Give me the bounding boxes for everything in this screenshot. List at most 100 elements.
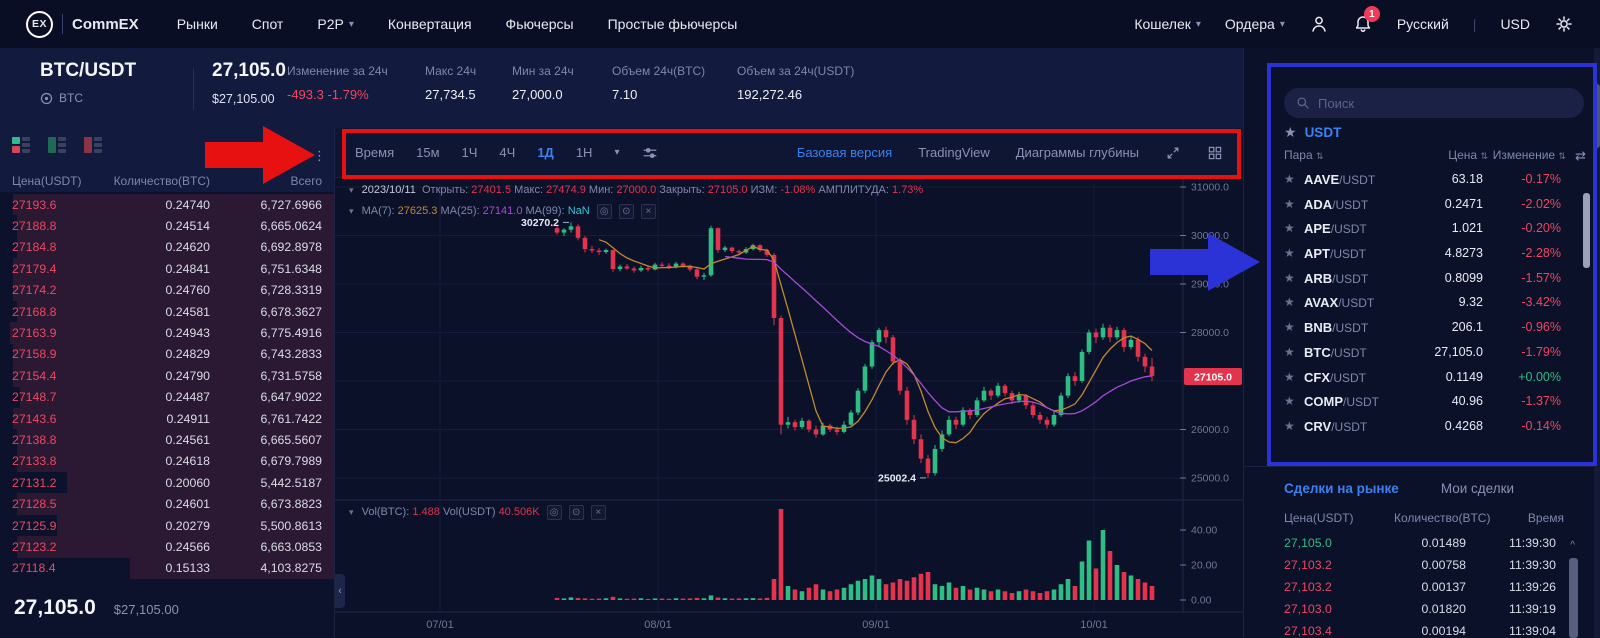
orderbook-row[interactable]: 27158.9 0.24829 6,743.2833 xyxy=(0,343,334,366)
market-pair-row[interactable]: ★ BNB/USDT 206.1 -0.96% xyxy=(1284,320,1561,336)
language-selector[interactable]: Русский xyxy=(1396,16,1449,32)
svg-text:0.00: 0.00 xyxy=(1191,595,1212,607)
favorite-star-icon[interactable]: ★ xyxy=(1284,196,1295,211)
orderbook-row[interactable]: 27118.4 0.15133 4,103.8275 xyxy=(0,557,334,580)
favorite-star-icon[interactable]: ★ xyxy=(1284,418,1295,433)
orderbook-mode-both-icon[interactable] xyxy=(12,137,30,153)
orderbook-row[interactable]: 27128.5 0.24601 6,673.8823 xyxy=(0,493,334,515)
market-pair-row[interactable]: ★ ADA/USDT 0.2471 -2.02% xyxy=(1284,196,1561,212)
orderbook-row[interactable]: 27174.2 0.24760 6,728.3319 xyxy=(0,279,334,301)
page-scrollbar-track[interactable] xyxy=(1594,48,1600,638)
tf-1h[interactable]: 1Ч xyxy=(461,145,478,160)
trade-row[interactable]: 27,103.2 0.00137 11:39:26 xyxy=(1284,580,1556,594)
trade-row[interactable]: 27,105.0 0.01489 11:39:30 xyxy=(1284,536,1556,550)
orderbook-row[interactable]: 27123.2 0.24566 6,663.0853 xyxy=(0,536,334,558)
market-pair-row[interactable]: ★ CRV/USDT 0.4268 -0.14% xyxy=(1284,418,1561,434)
page-scrollbar-thumb[interactable] xyxy=(1594,84,1600,148)
view-basic[interactable]: Базовая версия xyxy=(796,145,893,160)
sort-icon: ⇅ xyxy=(1558,151,1566,161)
chevron-down-icon[interactable]: ▾ xyxy=(614,147,620,158)
gear-icon[interactable]: ⊙ xyxy=(568,505,584,520)
orderbook-row[interactable]: 27193.6 0.24740 6,727.6966 xyxy=(0,194,334,216)
trades-scrollbar[interactable] xyxy=(1569,558,1578,638)
orderbook-row[interactable]: 27184.8 0.24620 6,692.8978 xyxy=(0,236,334,259)
settings-gear-icon[interactable] xyxy=(1554,14,1574,34)
market-pair-row[interactable]: ★ ARB/USDT 0.8099 -1.57% xyxy=(1284,270,1561,286)
depth-bar xyxy=(13,194,334,216)
tf-time[interactable]: Время xyxy=(355,145,395,160)
nav-p2p[interactable]: P2P ▾ xyxy=(317,16,354,32)
market-pair-row[interactable]: ★ BTC/USDT 27,105.0 -1.79% xyxy=(1284,344,1561,360)
tab-usdt[interactable]: ★ USDT xyxy=(1284,124,1342,140)
market-pair-row[interactable]: ★ CFX/USDT 0.1149 +0.00% xyxy=(1284,369,1561,385)
eye-icon[interactable]: ◎ xyxy=(546,505,562,520)
tf-4h[interactable]: 4Ч xyxy=(499,145,516,160)
favorite-star-icon[interactable]: ★ xyxy=(1284,246,1295,261)
currency-selector[interactable]: USD xyxy=(1500,16,1530,32)
favorite-star-icon[interactable]: ★ xyxy=(1284,221,1295,236)
nav-right: Кошелек ▾ Ордера ▾ 1 Русский | USD xyxy=(1134,6,1574,34)
trade-row[interactable]: 27,103.0 0.01820 11:39:19 xyxy=(1284,602,1556,616)
tf-1w[interactable]: 1Н xyxy=(575,145,593,160)
view-depth[interactable]: Диаграммы глубины xyxy=(1015,145,1139,160)
nav-markets[interactable]: Рынки xyxy=(176,16,218,32)
eye-icon[interactable]: ◎ xyxy=(596,204,612,219)
nav-futures[interactable]: Фьючерсы xyxy=(505,16,574,32)
orderbook-row[interactable]: 27154.4 0.24790 6,731.5758 xyxy=(0,365,334,387)
favorite-star-icon[interactable]: ★ xyxy=(1284,344,1295,359)
favorite-star-icon[interactable]: ★ xyxy=(1284,369,1295,384)
notifications-bell-icon[interactable]: 1 xyxy=(1353,6,1380,34)
swap-columns-icon[interactable]: ⇄ xyxy=(1575,148,1586,163)
orderbook-row[interactable]: 27188.8 0.24514 6,665.0624 xyxy=(0,215,334,237)
orderbook-row[interactable]: 27148.7 0.24487 6,647.9022 xyxy=(0,386,334,408)
nav-spot[interactable]: Спот xyxy=(251,16,284,32)
market-pair-row[interactable]: ★ APE/USDT 1.021 -0.20% xyxy=(1284,221,1561,237)
scroll-up-icon[interactable]: ^ xyxy=(1570,540,1575,551)
tab-my-trades[interactable]: Мои сделки xyxy=(1440,481,1515,496)
market-pair-row[interactable]: ★ APT/USDT 4.8273 -2.28% xyxy=(1284,246,1561,262)
trade-row[interactable]: 27,103.4 0.00194 11:39:04 xyxy=(1284,624,1556,638)
fullscreen-icon[interactable] xyxy=(1165,145,1181,161)
favorite-star-icon[interactable]: ★ xyxy=(1284,172,1295,186)
tf-1d[interactable]: 1Д xyxy=(537,145,554,160)
search-input[interactable]: Поиск xyxy=(1284,88,1584,118)
favorite-star-icon[interactable]: ★ xyxy=(1284,394,1295,409)
more-vertical-icon[interactable]: ⋮ xyxy=(313,148,326,163)
view-tradingview[interactable]: TradingView xyxy=(918,145,990,160)
candlestick-chart[interactable]: 07/01 08/01 09/01 10/01 31000.0 30000.0 29000.… xyxy=(335,178,1243,638)
orderbook-mode-asks-icon[interactable] xyxy=(84,137,102,153)
orderbook-row[interactable]: 27131.2 0.20060 5,442.5187 xyxy=(0,472,334,494)
orderbook-row[interactable]: 27163.9 0.24943 6,775.4916 xyxy=(0,322,334,344)
layout-grid-icon[interactable] xyxy=(1207,145,1223,161)
orderbook-row[interactable]: 27133.8 0.24618 6,679.7989 xyxy=(0,450,334,473)
market-pair-row[interactable]: ★ AAVE/USDT 63.18 -0.17% xyxy=(1284,172,1561,187)
close-icon[interactable]: × xyxy=(590,505,606,520)
nav-convert[interactable]: Конвертация xyxy=(387,16,472,32)
collapse-panel-handle[interactable]: ‹ xyxy=(335,574,345,608)
favorite-star-icon[interactable]: ★ xyxy=(1284,270,1295,285)
orderbook-mode-bids-icon[interactable] xyxy=(48,137,66,153)
profile-icon[interactable] xyxy=(1309,14,1329,34)
last-price: 27,105.0 xyxy=(212,60,286,81)
market-pair-row[interactable]: ★ COMP/USDT 40.96 -1.37% xyxy=(1284,394,1561,410)
orderbook-row[interactable]: 27143.6 0.24911 6,761.7422 xyxy=(0,407,334,430)
favorite-star-icon[interactable]: ★ xyxy=(1284,295,1295,310)
nav-wallet[interactable]: Кошелек ▾ xyxy=(1134,16,1201,32)
favorite-star-icon[interactable]: ★ xyxy=(1284,320,1295,335)
tab-market-trades[interactable]: Сделки на рынке xyxy=(1284,481,1399,496)
close-icon[interactable]: × xyxy=(640,204,656,219)
nav-orders[interactable]: Ордера ▾ xyxy=(1224,16,1285,32)
trade-row[interactable]: 27,103.2 0.00758 11:39:30 xyxy=(1284,558,1556,572)
market-pair-row[interactable]: ★ AVAX/USDT 9.32 -3.42% xyxy=(1284,295,1561,311)
gear-icon[interactable]: ⊙ xyxy=(618,204,634,219)
orderbook-row[interactable]: 27168.8 0.24581 6,678.3627 xyxy=(0,300,334,323)
commex-logo[interactable]: EX CommEX xyxy=(26,10,139,38)
orderbook-row[interactable]: 27125.9 0.20279 5,500.8613 xyxy=(0,514,334,537)
indicator-settings-icon[interactable] xyxy=(641,144,659,162)
chart-canvas[interactable]: 07/01 08/01 09/01 10/01 31000.0 30000.0 29000.… xyxy=(335,178,1243,638)
tf-15m[interactable]: 15м xyxy=(416,145,440,160)
nav-simple-futures[interactable]: Простые фьючерсы xyxy=(607,16,738,32)
market-scrollbar[interactable] xyxy=(1583,193,1590,268)
orderbook-row[interactable]: 27179.4 0.24841 6,751.6348 xyxy=(0,258,334,280)
orderbook-row[interactable]: 27138.8 0.24561 6,665.5607 xyxy=(0,429,334,451)
